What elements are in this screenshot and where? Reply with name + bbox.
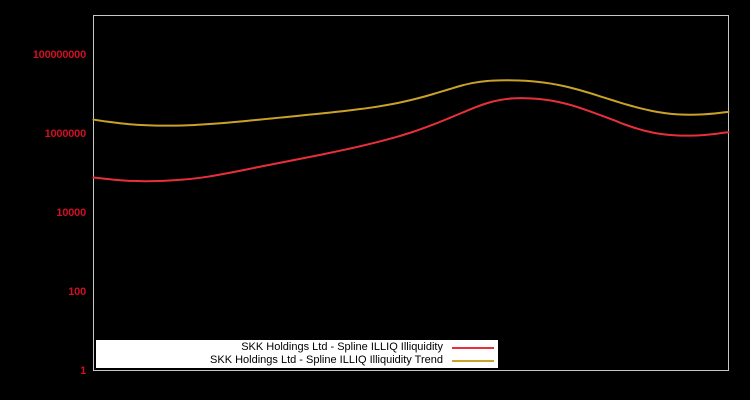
y-axis-tick-label: 1000000: [44, 127, 87, 140]
y-axis-tick-label: 100: [68, 285, 86, 298]
plot-area-frame: [93, 15, 729, 371]
y-axis-tick-label: 1: [80, 364, 86, 377]
y-axis-tick-label: 10000: [56, 206, 86, 219]
legend-color-swatch-trend: [452, 359, 494, 362]
legend-item[interactable]: SKK Holdings Ltd - Spline ILLIQ Illiquid…: [96, 354, 498, 367]
series-layer: [92, 79, 730, 183]
legend-item-label: SKK Holdings Ltd - Spline ILLIQ Illiquid…: [241, 341, 443, 353]
series-line: [92, 97, 730, 183]
series-line: [92, 79, 730, 127]
legend-color-swatch-illiquidity: [452, 346, 494, 349]
legend-item-label: SKK Holdings Ltd - Spline ILLIQ Illiquid…: [210, 354, 443, 366]
y-axis-tick-label: 100000000: [32, 48, 86, 61]
chart-legend[interactable]: SKK Holdings Ltd - Spline ILLIQ Illiquid…: [96, 340, 498, 368]
legend-item[interactable]: SKK Holdings Ltd - Spline ILLIQ Illiquid…: [96, 341, 498, 354]
